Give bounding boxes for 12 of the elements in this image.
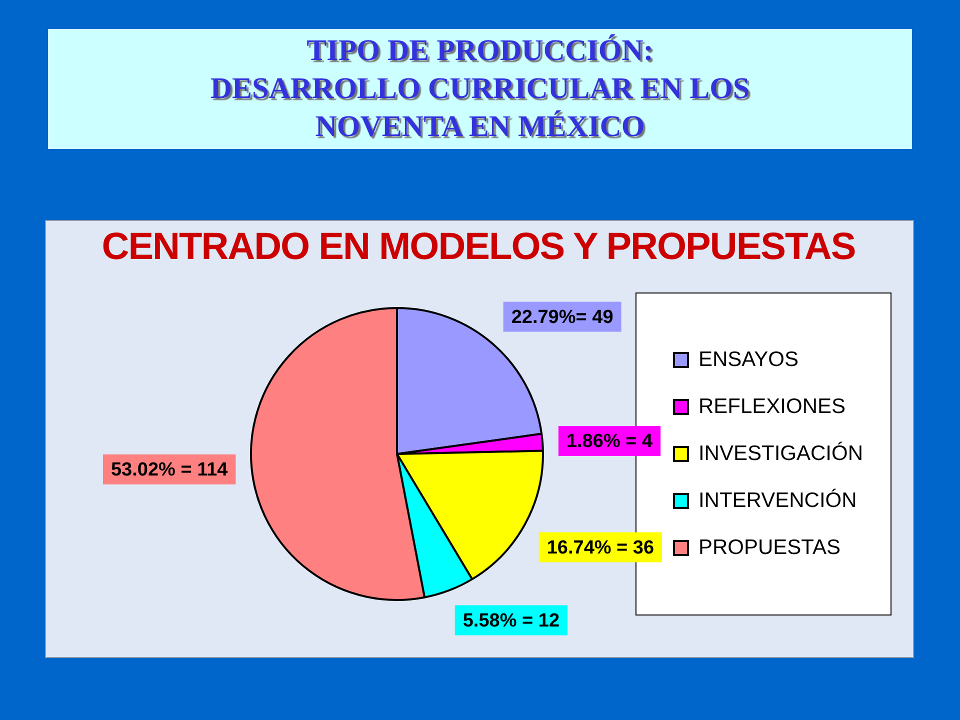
data-label: 16.74% = 36: [546, 537, 654, 558]
legend-label: PROPUESTAS: [698, 536, 840, 559]
chart-title: TIPO DE PRODUCCIÓN: DESARROLLO CURRICULAR EN LOS NOVENTA EN MÉXICO: [210, 33, 750, 145]
text: CENTRADO EN MODELOS Y PROPUESTAS: [102, 226, 856, 268]
data-label: 5.58% = 12: [462, 610, 560, 632]
legend-label: INTERVENCIÓN: [698, 488, 857, 512]
legend-label: REFLEXIONES: [698, 394, 846, 418]
data-label: 1.86% = 4: [566, 431, 653, 452]
data-label: 22.79%= 49: [511, 307, 614, 328]
data-label: 53.02% = 114: [110, 460, 228, 481]
legend-label: ENSAYOS: [698, 348, 798, 371]
legend-label: INVESTIGACIÓN: [698, 440, 864, 465]
